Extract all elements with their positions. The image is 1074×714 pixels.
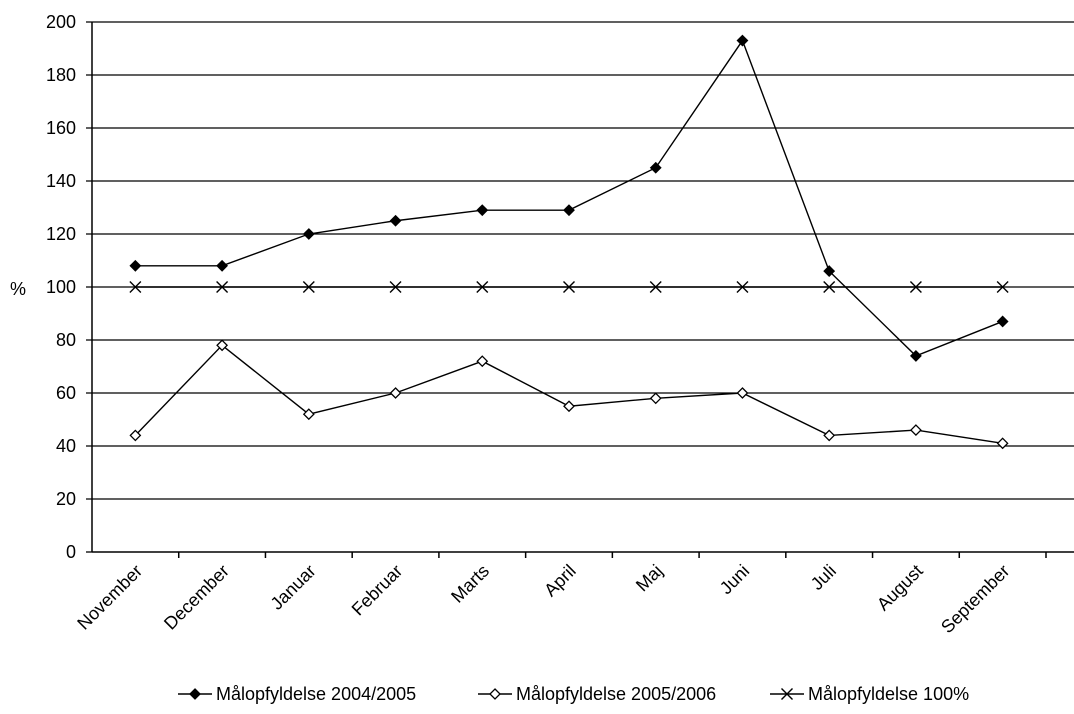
data-point [823,429,836,442]
x-tick-label: Maj [632,561,667,596]
series [129,34,1009,450]
series-1 [129,34,1009,362]
x-tick-label: April [540,561,580,601]
legend: Målopfyldelse 2004/2005 Målopfyldelse 200… [178,684,969,704]
y-tick-label: 0 [66,542,76,562]
data-point [823,265,836,278]
y-tick-label: 140 [46,171,76,191]
data-point [216,259,229,272]
data-point [823,281,836,293]
y-tick-label: 160 [46,118,76,138]
legend-marker [189,688,201,700]
legend-entry: Målopfyldelse 2004/2005 [178,684,416,704]
legend-entry: Målopfyldelse 100% [770,684,969,704]
data-point [736,34,749,47]
legend-label: Målopfyldelse 100% [808,684,969,704]
data-point [476,355,489,368]
x-tick-labels: November December Januar Februar Marts April M… [73,552,1047,637]
x-tick-label: November [73,561,146,634]
y-tick-labels: 0 20 40 60 80 100 120 140 160 180 200 [46,12,76,562]
legend-entry: Målopfyldelse 2005/2006 [478,684,716,704]
x-tick-label: Juni [716,561,753,598]
data-point [996,315,1009,328]
data-point [389,214,402,227]
y-tick-label: 60 [56,383,76,403]
data-point [302,408,315,421]
series-line [134,344,1003,445]
data-point [996,437,1009,450]
data-point [129,259,142,272]
data-point [476,204,489,217]
y-tick-label: 80 [56,330,76,350]
legend-marker [781,688,793,700]
data-point [389,281,402,293]
series-3 [129,281,1009,293]
data-point [563,281,575,293]
data-point [736,387,749,399]
y-tick-label: 20 [56,489,76,509]
data-point [302,281,315,293]
x-tick-label: December [160,561,233,634]
x-tick-label: September [937,561,1013,637]
data-point [909,349,922,362]
legend-label: Målopfyldelse 2005/2006 [516,684,716,704]
y-tick-label: 180 [46,65,76,85]
data-point [563,204,575,217]
x-tick-label: Februar [348,561,407,620]
x-tick-label: Januar [267,561,320,614]
series-2 [129,339,1009,450]
data-point [216,281,229,293]
x-tick-label: Marts [447,561,493,607]
data-point [649,161,662,174]
series-line [135,39,1003,357]
axes [91,22,1074,553]
data-point [389,387,402,399]
y-tick-label: 100 [46,277,76,297]
y-tick-label: 40 [56,436,76,456]
legend-marker [489,688,501,700]
x-tick-label: Juli [807,561,840,594]
data-point [909,281,922,293]
data-point [476,281,489,293]
data-point [649,281,662,293]
data-point [563,400,575,413]
data-point [649,392,662,405]
y-tick-label: 200 [46,12,76,32]
data-point [909,424,922,437]
y-axis-label: % [10,279,26,299]
data-point [736,281,749,293]
data-point [302,228,315,240]
data-point [129,281,142,293]
legend-label: Målopfyldelse 2004/2005 [216,684,416,704]
data-point [996,281,1009,293]
y-tick-label: 120 [46,224,76,244]
x-tick-label: August [873,561,927,615]
data-point [129,429,142,442]
data-point [216,339,229,352]
